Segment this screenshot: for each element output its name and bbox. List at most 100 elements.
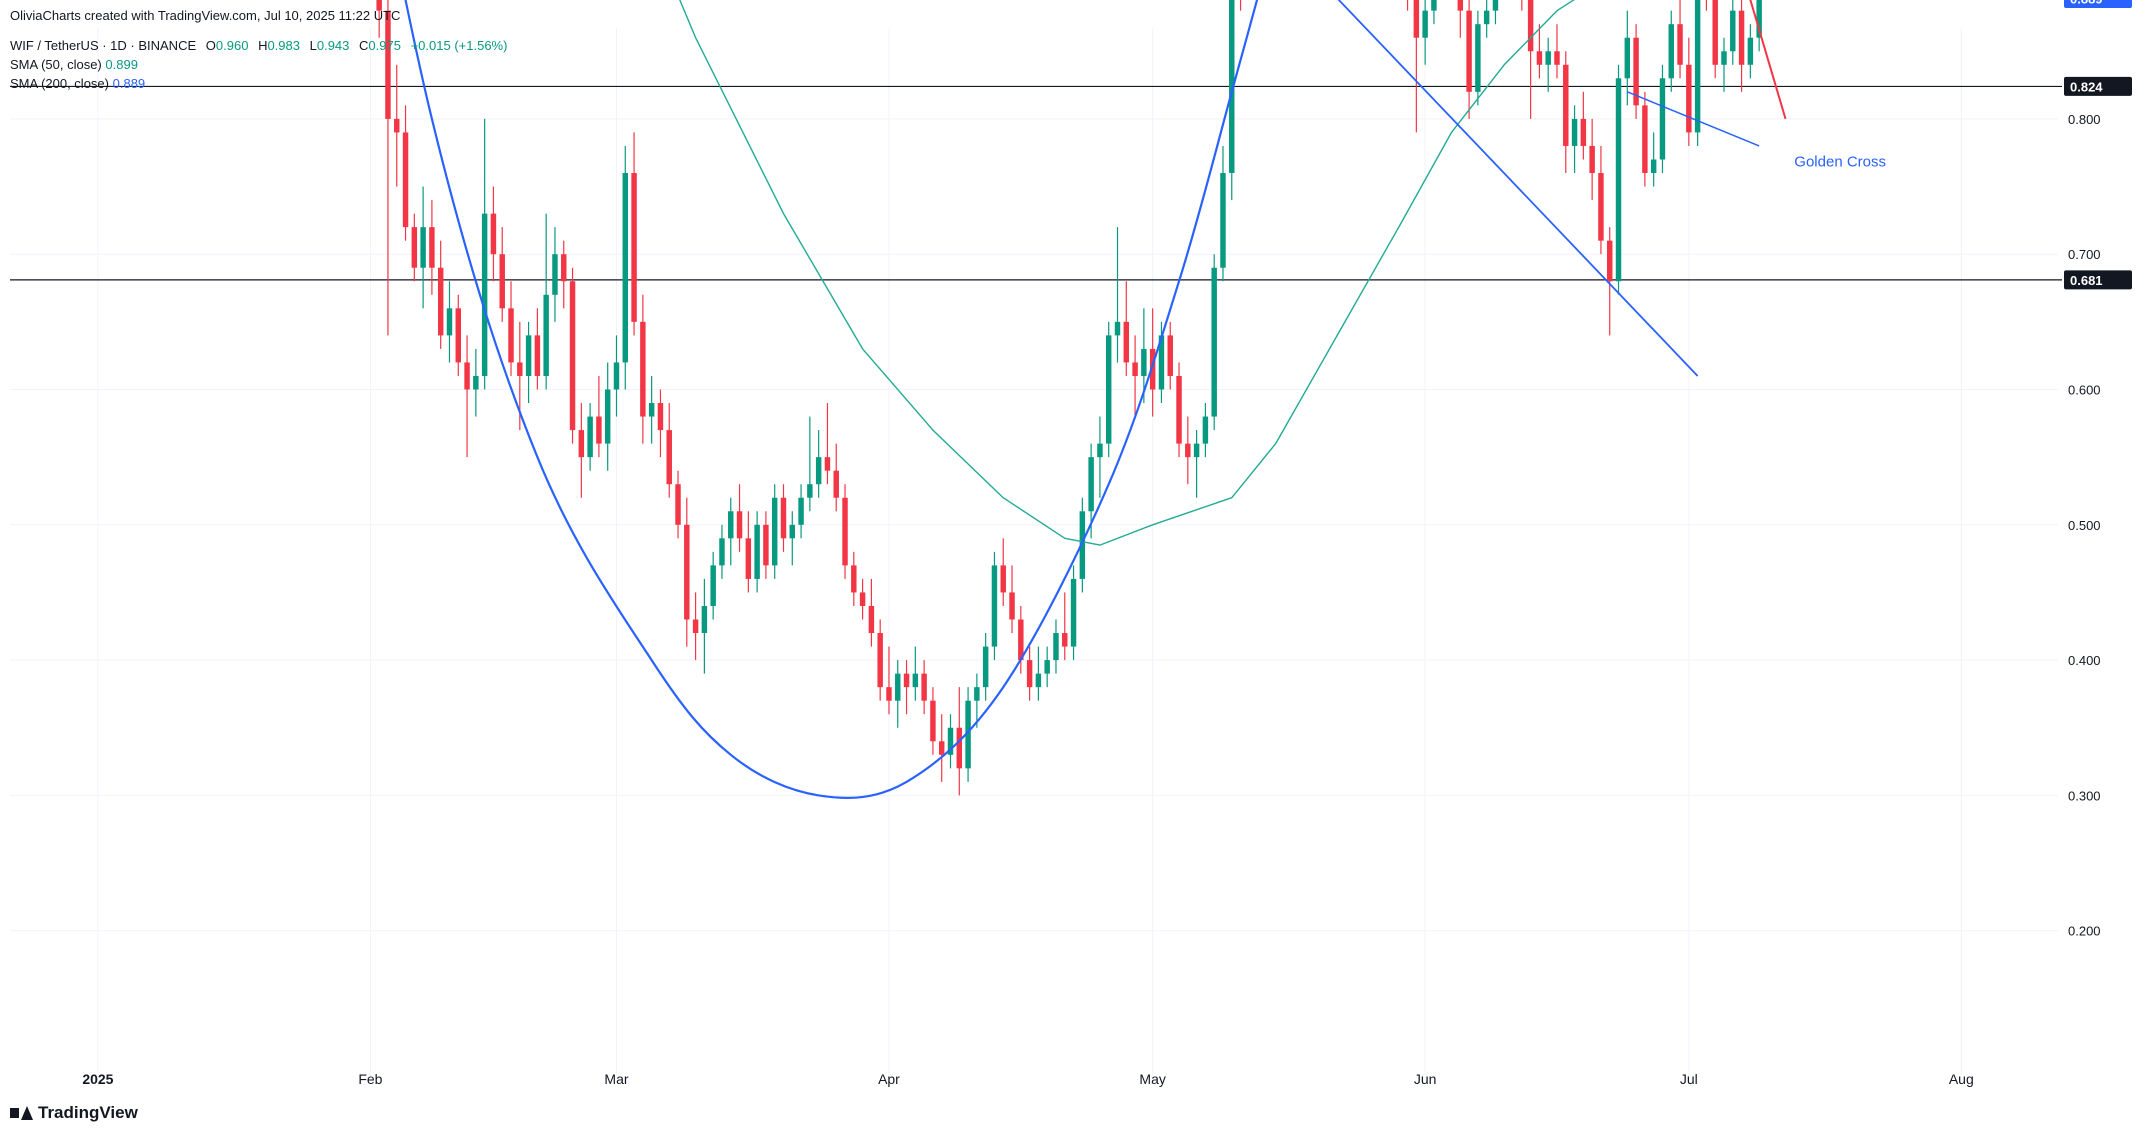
candle (1105, 321, 1112, 458)
candle-body (921, 673, 927, 701)
candle-body (1571, 118, 1578, 146)
candle (1756, 0, 1762, 52)
candle-body (1132, 362, 1138, 376)
candle-body (1035, 673, 1042, 688)
candle-body (1624, 37, 1631, 79)
high-value: 0.983 (267, 38, 300, 53)
candle (525, 321, 532, 404)
candle-body (1422, 10, 1428, 38)
candle-body (754, 524, 760, 579)
y-tick-label: 0.600 (2068, 383, 2101, 398)
candle-body (596, 416, 602, 444)
candle-body (648, 403, 655, 417)
candle (824, 403, 831, 485)
candle-body (1694, 0, 1701, 133)
candle (886, 646, 892, 715)
candle (807, 416, 813, 512)
tradingview-logo[interactable]: TradingView (10, 1103, 138, 1123)
y-tick-label: 0.700 (2068, 247, 2101, 262)
candle (1176, 362, 1182, 458)
candle-body (490, 213, 497, 255)
candle (1598, 145, 1604, 255)
candle (640, 294, 646, 444)
candle-body (1677, 24, 1683, 65)
candle-body (1475, 24, 1481, 92)
candle (1668, 10, 1674, 92)
candle (815, 430, 822, 498)
x-tick-label: May (1139, 1071, 1165, 1087)
candle (543, 213, 549, 390)
y-tick-label: 0.800 (2068, 112, 2101, 127)
candle (394, 64, 400, 187)
candle-body (859, 592, 866, 606)
candle-body (1756, 0, 1762, 38)
candle-body (631, 173, 637, 322)
candle-body (701, 605, 708, 634)
high-label: H (258, 38, 268, 53)
sma200-legend[interactable]: SMA (200, close) 0.889 (10, 76, 145, 91)
candle-body (1686, 64, 1692, 133)
candle (1571, 105, 1578, 174)
candle (1018, 605, 1024, 674)
candle-body (1026, 660, 1033, 688)
candle-body (1000, 565, 1006, 593)
candle (473, 348, 479, 417)
candle (1044, 646, 1050, 688)
candle (1694, 0, 1701, 146)
candle (745, 511, 752, 593)
candle (437, 240, 444, 349)
candle (1554, 24, 1560, 79)
candle (833, 443, 839, 512)
candle (1721, 37, 1727, 92)
candle-body (684, 524, 690, 620)
candle-body (455, 308, 461, 363)
sma50-legend[interactable]: SMA (50, close) 0.899 (10, 57, 138, 72)
symbol-name[interactable]: WIF / TetherUS · 1D · BINANCE (10, 38, 197, 53)
candle (991, 551, 998, 661)
axes: 0.2000.3000.4000.5000.6000.7000.8001.000… (82, 0, 2132, 1087)
candle-body (1193, 443, 1200, 458)
candle (1483, 0, 1490, 38)
close-label: C (359, 38, 369, 53)
candle-body (604, 389, 611, 444)
price-badge-text: 0.824 (2070, 79, 2103, 94)
golden-cross-arrow (1749, 0, 1787, 120)
candle (1220, 145, 1226, 282)
candle (604, 362, 611, 471)
x-tick-label: 2025 (82, 1071, 113, 1087)
candle (1466, 0, 1472, 119)
candle (385, 0, 391, 336)
candle (974, 673, 980, 728)
candle-body (1158, 335, 1165, 390)
candle (938, 714, 945, 782)
candle-body (657, 403, 664, 431)
candle-body (1431, 0, 1437, 11)
candle (402, 105, 409, 241)
candle-body (1738, 10, 1745, 65)
candle (1686, 37, 1692, 146)
candle (710, 551, 716, 620)
candle-body (402, 132, 409, 228)
candle-body (824, 457, 831, 471)
candle (1642, 91, 1648, 187)
candle-body (1141, 348, 1147, 376)
handle-channel-mid (1627, 91, 1760, 147)
candle-body (1088, 457, 1094, 512)
candle (578, 403, 585, 498)
sma50-label: SMA (50, close) (10, 57, 102, 72)
candle (736, 484, 743, 552)
y-tick-label: 0.400 (2068, 653, 2101, 668)
handle-channel-lower (1337, 0, 1699, 377)
open-label: O (205, 38, 216, 53)
price-badge-text: 0.681 (2070, 273, 2103, 288)
candle-body (1580, 118, 1587, 146)
candle-body (965, 700, 971, 769)
x-tick-label: Feb (358, 1071, 382, 1087)
candle (851, 551, 857, 606)
candle-body (1712, 0, 1718, 65)
candle-body (1527, 0, 1534, 52)
candle (1624, 10, 1631, 106)
candle (754, 511, 760, 593)
candle-body (499, 254, 505, 309)
